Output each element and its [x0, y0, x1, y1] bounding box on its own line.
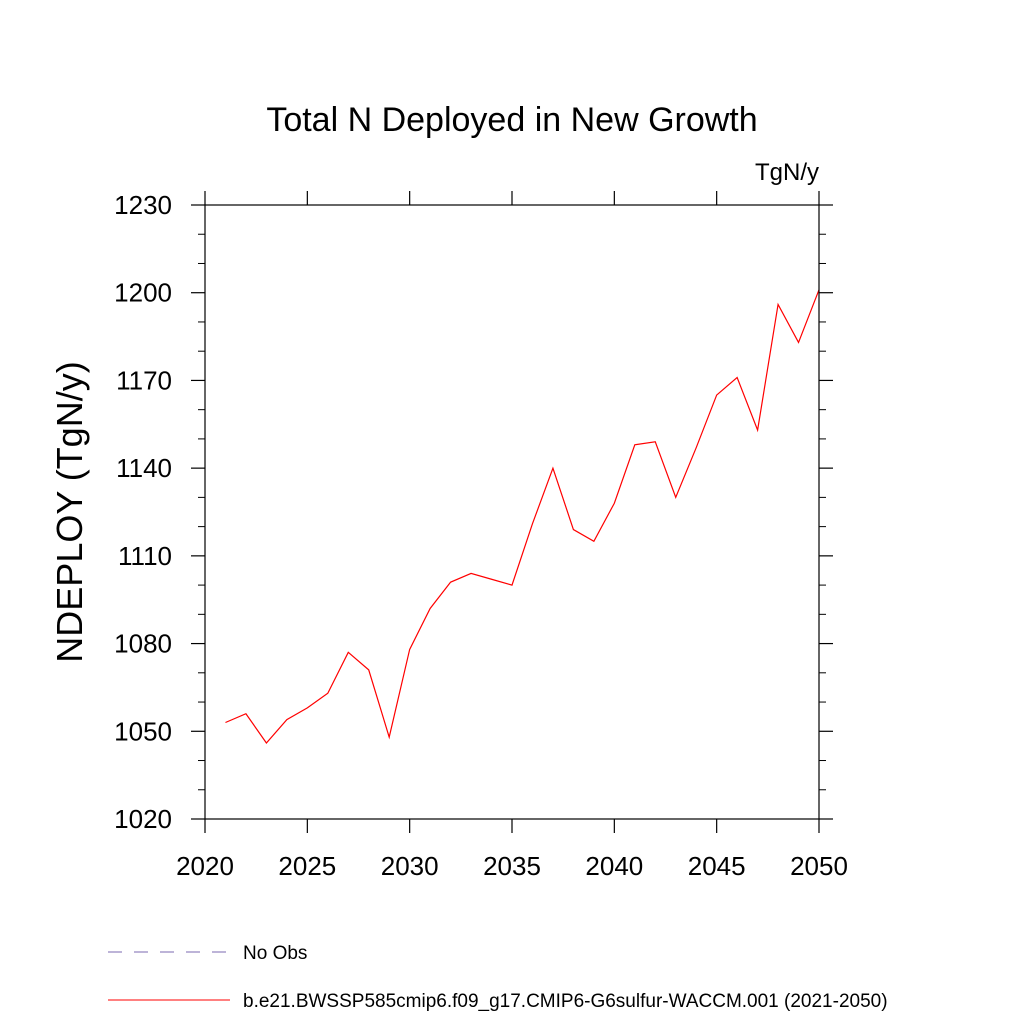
y-tick-label: 1170: [116, 365, 172, 395]
series-line: [225, 289, 820, 744]
axis-ticks: [191, 191, 833, 833]
x-tick-label: 2045: [688, 851, 746, 881]
y-tick-label: 1050: [114, 716, 172, 746]
y-tick-label: 1200: [114, 278, 172, 308]
x-tick-label: 2030: [381, 851, 439, 881]
y-tick-label: 1140: [116, 453, 172, 483]
y-tick-label: 1230: [114, 190, 172, 220]
x-tick-label: 2040: [585, 851, 643, 881]
x-tick-label: 2025: [278, 851, 336, 881]
x-tick-label: 2035: [483, 851, 541, 881]
legend: No Obs b.e21.BWSSP585cmip6.f09_g17.CMIP6-…: [108, 943, 888, 1012]
legend-label: b.e21.BWSSP585cmip6.f09_g17.CMIP6-G6sulf…: [243, 991, 888, 1012]
x-tick-label: 2050: [790, 851, 848, 881]
y-tick-label: 1110: [118, 541, 172, 571]
x-tick-label: 2020: [176, 851, 234, 881]
units-label: TgN/y: [755, 159, 819, 186]
chart-title: Total N Deployed in New Growth: [266, 101, 757, 139]
x-tick-labels: 2020 2025 2030 2035 2040 2045 2050: [176, 851, 848, 881]
plot-frame: [204, 204, 820, 820]
y-tick-labels: 1020 1050 1080 1110 1140 1170 1200 1230: [114, 190, 172, 834]
y-axis-label: NDEPLOY (TgN/y): [49, 361, 90, 662]
y-tick-label: 1020: [114, 804, 172, 834]
legend-label: No Obs: [243, 943, 307, 964]
y-tick-label: 1080: [114, 629, 172, 659]
series-layer: [225, 289, 820, 744]
